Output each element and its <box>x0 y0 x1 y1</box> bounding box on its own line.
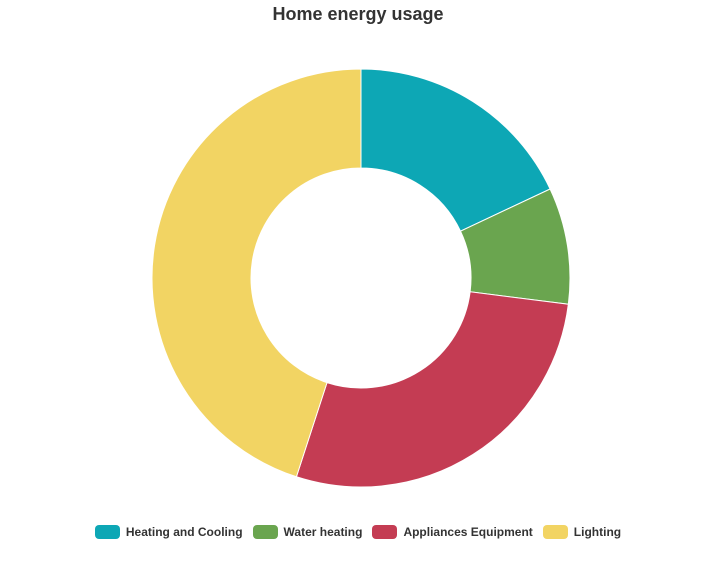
legend-item-lighting[interactable]: Lighting <box>542 522 622 542</box>
legend-swatch <box>372 525 398 539</box>
legend-swatch <box>542 525 568 539</box>
legend: Heating and Cooling Water heating Applianc… <box>0 522 716 542</box>
chart-title: Home energy usage <box>272 4 444 24</box>
legend-item-water-heating[interactable]: Water heating <box>252 522 363 542</box>
legend-label: Heating and Cooling <box>125 525 243 539</box>
legend-swatch <box>252 525 278 539</box>
legend-item-appliances-equipment[interactable]: Appliances Equipment <box>372 522 533 542</box>
legend-swatch <box>94 525 120 539</box>
legend-label: Lighting <box>573 525 622 539</box>
slice-lighting[interactable] <box>151 68 362 478</box>
slice-heating-and-cooling[interactable] <box>360 68 551 232</box>
legend-item-heating-and-cooling[interactable]: Heating and Cooling <box>94 522 243 542</box>
slice-appliances-equipment[interactable] <box>295 291 569 488</box>
legend-label: Water heating <box>283 525 363 539</box>
legend-label: Appliances Equipment <box>403 525 533 539</box>
